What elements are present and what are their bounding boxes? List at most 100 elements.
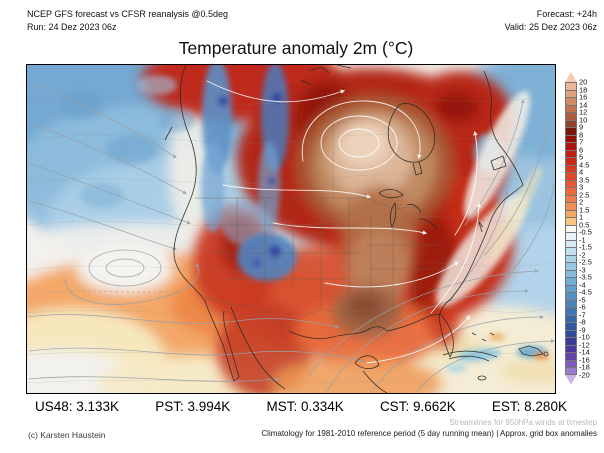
- colorbar-segment: [565, 359, 577, 367]
- colorbar-segment: [565, 104, 577, 112]
- colorbar-segment: [565, 72, 577, 82]
- colorbar-tick-label: 14: [579, 99, 588, 109]
- colorbar-tick-label: -4: [579, 279, 586, 289]
- colorbar-segment: [565, 262, 577, 270]
- colorbar-tick-label: -1.5: [579, 242, 592, 252]
- colorbar-segment: [565, 337, 577, 345]
- colorbar-segment: [565, 307, 577, 315]
- colorbar-tick-label: 0.5: [579, 219, 590, 229]
- map-frame: [26, 64, 556, 394]
- colorbar-segment: [565, 134, 577, 142]
- streamlines-gray: [28, 82, 555, 392]
- colorbar-segment: [565, 97, 577, 105]
- forecast-info: Forecast: +24h Valid: 25 Dez 2023 06z: [505, 8, 597, 34]
- colorbar-tick-label: -3.5: [579, 272, 592, 282]
- colorbar-segment: [565, 232, 577, 240]
- colorbar-segment: [565, 82, 577, 90]
- coastlines: [164, 65, 549, 393]
- forecast-lead: Forecast: +24h: [536, 9, 597, 19]
- colorbar-segment: [565, 149, 577, 157]
- stat-us48: US48: 3.133K: [35, 399, 120, 414]
- colorbar-tick-label: -18: [579, 362, 590, 372]
- colorbar-tick-label: -8: [579, 317, 586, 327]
- colorbar-segment: [565, 277, 577, 285]
- colorbar-segment: [565, 254, 577, 262]
- political-borders: [195, 95, 447, 330]
- stat-mst: MST: 0.334K: [266, 399, 344, 414]
- colorbar-tick-label: 20: [579, 77, 588, 87]
- colorbar-segment: [565, 269, 577, 277]
- colorbar-segment: [565, 367, 577, 375]
- stat-est: EST: 8.280K: [491, 399, 567, 414]
- forecast-valid: Valid: 25 Dez 2023 06z: [504, 22, 597, 33]
- colorbar-segment: [565, 119, 577, 127]
- colorbar-tick-label: -0.5: [579, 227, 592, 237]
- colorbar-tick-label: 12: [579, 107, 588, 117]
- colorbar-tick-label: -6: [579, 302, 586, 312]
- colorbar-segment: [565, 202, 577, 210]
- colorbar-tick-label: 2: [579, 197, 584, 207]
- colorbar-tick-label: -4.5: [579, 287, 592, 297]
- colorbar-segment: [565, 247, 577, 255]
- colorbar-segment: [565, 217, 577, 225]
- colorbar-tick-label: 1: [579, 212, 584, 222]
- colorbar-tick-label: 3: [579, 182, 584, 192]
- colorbar-segment: [565, 157, 577, 165]
- colorbar-segment: [565, 209, 577, 217]
- colorbar-segment: [565, 187, 577, 195]
- colorbar-tick-label: -2: [579, 249, 586, 259]
- model-name: NCEP GFS forecast vs CFSR reanalysis @0.…: [27, 9, 229, 19]
- colorbar-segment: [565, 194, 577, 202]
- colorbar-tick-label: 2.5: [579, 189, 590, 199]
- colorbar-tick-label: 1.5: [579, 204, 590, 214]
- colorbar-tick-label: -2.5: [579, 257, 592, 267]
- colorbar-segment: [565, 164, 577, 172]
- colorbar: [565, 72, 577, 385]
- colorbar-labels: 20 18 16 14 12 10 9 8 7 6 5 4.5 4 3.5 3 2.5 2 1.5 1 0.5 -0.5…: [579, 72, 603, 392]
- model-run: Run: 24 Dez 2023 06z: [27, 22, 117, 33]
- page-title: Temperature anomaly 2m (°C): [178, 38, 414, 58]
- colorbar-tick-label: 4.5: [579, 159, 590, 169]
- colorbar-tick-label: -3: [579, 264, 586, 274]
- colorbar-tick-label: 8: [579, 129, 584, 139]
- colorbar-tick-label: 10: [579, 114, 588, 124]
- extreme-warm-core: [295, 93, 455, 337]
- colorbar-segment: [565, 142, 577, 150]
- colorbar-tick-label: -10: [579, 332, 590, 342]
- colorbar-tick-label: -14: [579, 347, 590, 357]
- colorbar-segment: [565, 314, 577, 322]
- colorbar-tick-label: 5: [579, 152, 584, 162]
- colorbar-tick-label: -7: [579, 309, 586, 319]
- colorbar-tick-label: -20: [579, 369, 590, 379]
- model-info: NCEP GFS forecast vs CFSR reanalysis @0.…: [27, 8, 228, 34]
- colorbar-segment: [565, 239, 577, 247]
- colorbar-segment: [565, 224, 577, 232]
- colorbar-segment: [565, 292, 577, 300]
- colorbar-tick-label: 6: [579, 144, 584, 154]
- colorbar-segment: [565, 179, 577, 187]
- streamlines-note: Streamlines for 850hPa winds at timestep: [449, 418, 597, 427]
- climatology-note: Climatology for 1981-2010 reference peri…: [261, 429, 597, 438]
- colorbar-segment: [565, 89, 577, 97]
- colorbar-tick-label: -12: [579, 339, 590, 349]
- colorbar-tick-label: -5: [579, 294, 586, 304]
- colorbar-tick-label: 18: [579, 84, 588, 94]
- colorbar-segment: [565, 172, 577, 180]
- colorbar-tick-label: -1: [579, 234, 586, 244]
- colorbar-segment: [565, 329, 577, 337]
- colorbar-segment: [565, 127, 577, 135]
- colorbar-tick-label: 16: [579, 92, 588, 102]
- map-canvas: [27, 65, 555, 393]
- colorbar-tick-label: -16: [579, 354, 590, 364]
- colorbar-segment: [565, 299, 577, 307]
- colorbar-tick-label: -9: [579, 324, 586, 334]
- stats-row: US48: 3.133K PST: 3.994K MST: 0.334K CST: 9…: [35, 399, 567, 414]
- colorbar-segment: [565, 322, 577, 330]
- colorbar-segment: [565, 112, 577, 120]
- colorbar-tick-label: 7: [579, 137, 584, 147]
- colorbar-segment: [565, 284, 577, 292]
- colorbar-tick-label: 3.5: [579, 174, 590, 184]
- cold-anomaly-pockets: [60, 65, 549, 372]
- stat-pst: PST: 3.994K: [155, 399, 231, 414]
